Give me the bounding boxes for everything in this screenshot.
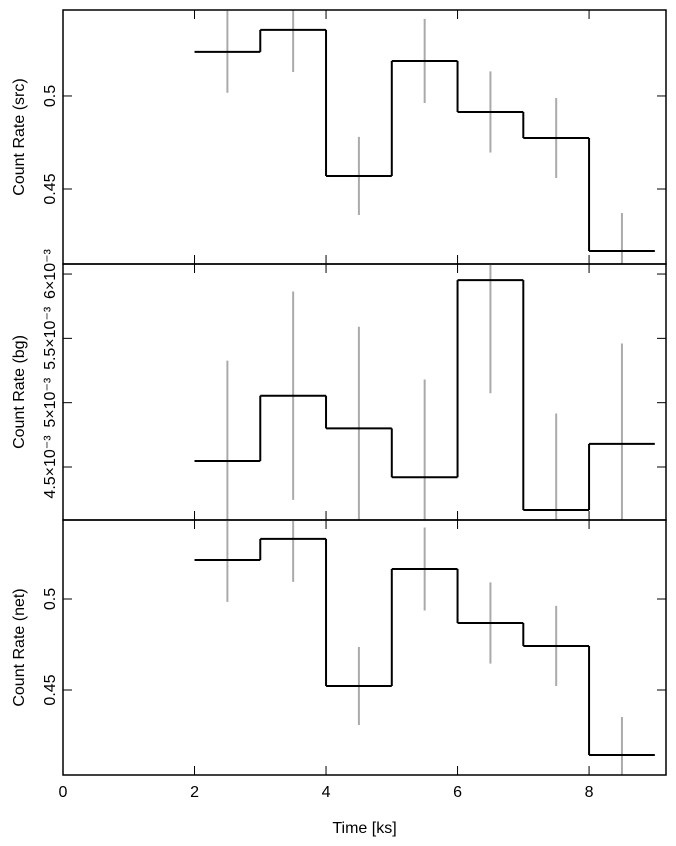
x-tick-label: 6: [453, 784, 462, 801]
x-tick-label: 2: [190, 784, 199, 801]
frame: [62, 9, 667, 265]
x-tick-label: 4: [322, 784, 331, 801]
y-axis-label: Count Rate (src): [11, 78, 28, 195]
plot-area: [194, 520, 655, 775]
y-tick-label: 0.5: [42, 588, 59, 610]
y-tick-label: 5×10⁻³: [42, 377, 59, 427]
x-tick-label: 8: [585, 784, 594, 801]
y-tick-label: 0.5: [42, 85, 59, 107]
y-axis-label: Count Rate (net): [11, 588, 28, 706]
y-tick-label: 0.45: [42, 674, 59, 705]
y-tick-label: 5.5×10⁻³: [42, 306, 59, 370]
y-tick-label: 6×10⁻³: [42, 248, 59, 298]
plot-area: [194, 10, 655, 264]
y-tick-label: 0.45: [42, 173, 59, 204]
x-axis-label: Time [ks]: [332, 820, 396, 837]
plot-area: [194, 264, 655, 520]
y-tick-label: 4.5×10⁻³: [42, 435, 59, 499]
x-tick-label: 0: [59, 784, 68, 801]
frame: [62, 263, 667, 521]
y-axis-label: Count Rate (bg): [11, 335, 28, 449]
frame: [62, 519, 667, 776]
